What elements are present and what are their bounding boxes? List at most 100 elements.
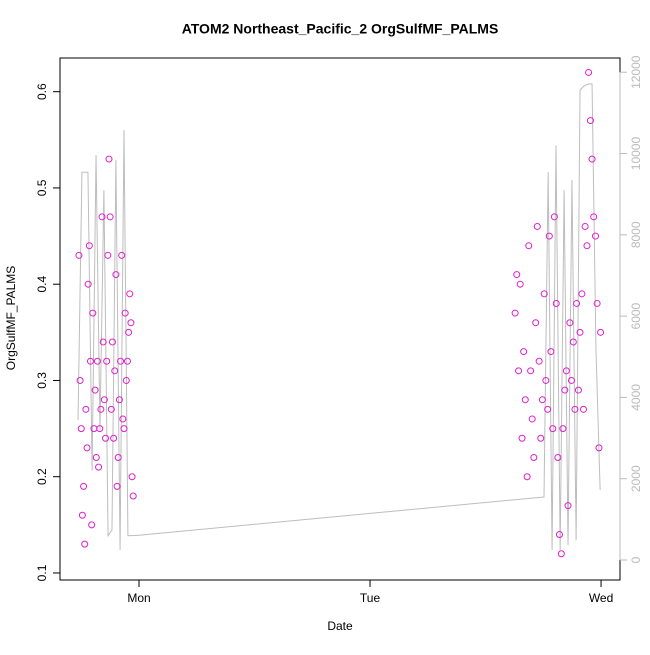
point [114,453,122,461]
y-tick-label: 0.1 [35,564,49,581]
point [95,463,103,471]
point [533,222,541,230]
point [118,251,126,259]
y-tick-label: 0.4 [35,276,49,293]
point [128,473,136,481]
point [511,309,519,317]
y-tick-label: 0.5 [35,179,49,196]
point [106,213,114,221]
point [552,299,560,307]
point [527,367,535,375]
point [588,155,596,163]
point [76,376,84,384]
point [105,155,113,163]
chart-title: ATOM2 Northeast_Pacific_2 OrgSulfMF_PALM… [182,21,499,37]
y2-tick-label: 0 [629,556,643,563]
point [571,405,579,413]
point [569,338,577,346]
point [513,271,521,279]
point [550,213,558,221]
point [129,492,137,500]
point [96,425,104,433]
point [581,222,589,230]
y2-tick-label: 6000 [629,302,643,329]
point [88,521,96,529]
point [83,444,91,452]
point [579,405,587,413]
point [89,309,97,317]
point [120,425,128,433]
point [586,117,594,125]
line-series [77,83,601,550]
point [576,328,584,336]
point [99,338,107,346]
point [115,396,123,404]
point [592,232,600,240]
point [108,338,116,346]
point [84,280,92,288]
y2-tick-label: 4000 [629,384,643,411]
x-axis-label: Date [327,619,353,633]
point [97,405,105,413]
point [111,367,119,375]
point [566,319,574,327]
point [549,425,557,433]
point [85,242,93,250]
y2-tick-label: 12000 [629,55,643,89]
point [75,251,83,259]
point [86,357,94,365]
point [547,348,555,356]
point [117,357,125,365]
point [520,348,528,356]
point [104,251,112,259]
point [102,434,110,442]
point [545,232,553,240]
point [113,482,121,490]
point [538,396,546,404]
point [573,299,581,307]
point [515,367,523,375]
point [530,453,538,461]
point [121,309,129,317]
point [107,405,115,413]
point [574,386,582,394]
point [523,473,531,481]
point [521,396,529,404]
point [561,386,569,394]
point [123,357,131,365]
point [78,511,86,519]
point [93,357,101,365]
point [81,540,89,548]
point [112,271,120,279]
x-tick-label: Mon [127,591,150,605]
point [100,396,108,404]
point [578,290,586,298]
point [80,482,88,490]
point [593,299,601,307]
point [590,213,598,221]
point [518,434,526,442]
point [567,376,575,384]
y-tick-label: 0.6 [35,83,49,100]
point [555,530,563,538]
point [127,319,135,327]
point [525,242,533,250]
y2-tick-label: 8000 [629,221,643,248]
point [122,376,130,384]
point [597,328,605,336]
x-tick-label: Tue [360,591,381,605]
point [557,550,565,558]
point [554,453,562,461]
point [540,290,548,298]
point [562,367,570,375]
y-axis-label: OrgSulfMF_PALMS [4,266,18,370]
plot-box [59,57,621,581]
y-tick-label: 0.2 [35,468,49,485]
y-tick-label: 0.3 [35,372,49,389]
y2-tick-label: 2000 [629,465,643,492]
point [535,357,543,365]
point [82,405,90,413]
point [92,453,100,461]
point [110,434,118,442]
